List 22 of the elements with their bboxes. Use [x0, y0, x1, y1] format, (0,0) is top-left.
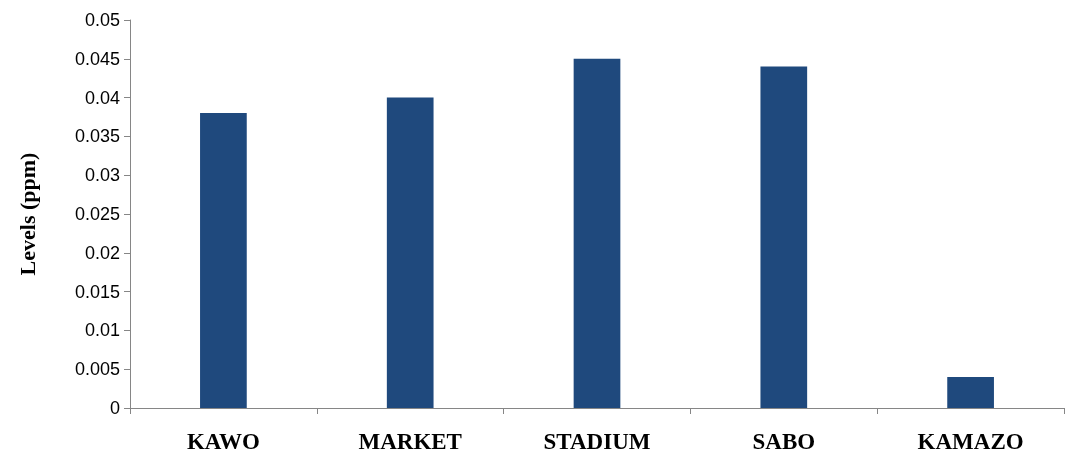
- y-tick-label: 0.015: [74, 281, 120, 302]
- bar: [200, 113, 247, 408]
- y-tick-label: 0.035: [74, 126, 120, 147]
- y-tick-label: 0.02: [84, 242, 120, 263]
- y-tick-label: 0.01: [84, 320, 120, 341]
- x-tick-label: KAWO: [186, 429, 260, 454]
- x-tick-label: STADIUM: [543, 429, 651, 454]
- y-tick-label: 0.045: [74, 48, 120, 69]
- x-tick-label: KAMAZO: [917, 429, 1024, 454]
- y-tick-label: 0.05: [84, 10, 120, 30]
- x-tick-label: SABO: [752, 429, 816, 454]
- y-tick-label: 0.03: [84, 165, 120, 186]
- bar: [386, 97, 434, 408]
- x-tick-label: MARKET: [358, 429, 462, 454]
- y-tick-label: 0.04: [84, 87, 120, 108]
- bar: [947, 376, 994, 408]
- y-tick-label: 0: [109, 398, 120, 418]
- y-tick-label: 0.025: [74, 204, 120, 224]
- y-axis-title: Levels (ppm): [14, 152, 40, 276]
- bar: [573, 58, 621, 408]
- y-tick-label: 0.005: [74, 359, 120, 380]
- bar: [760, 66, 808, 408]
